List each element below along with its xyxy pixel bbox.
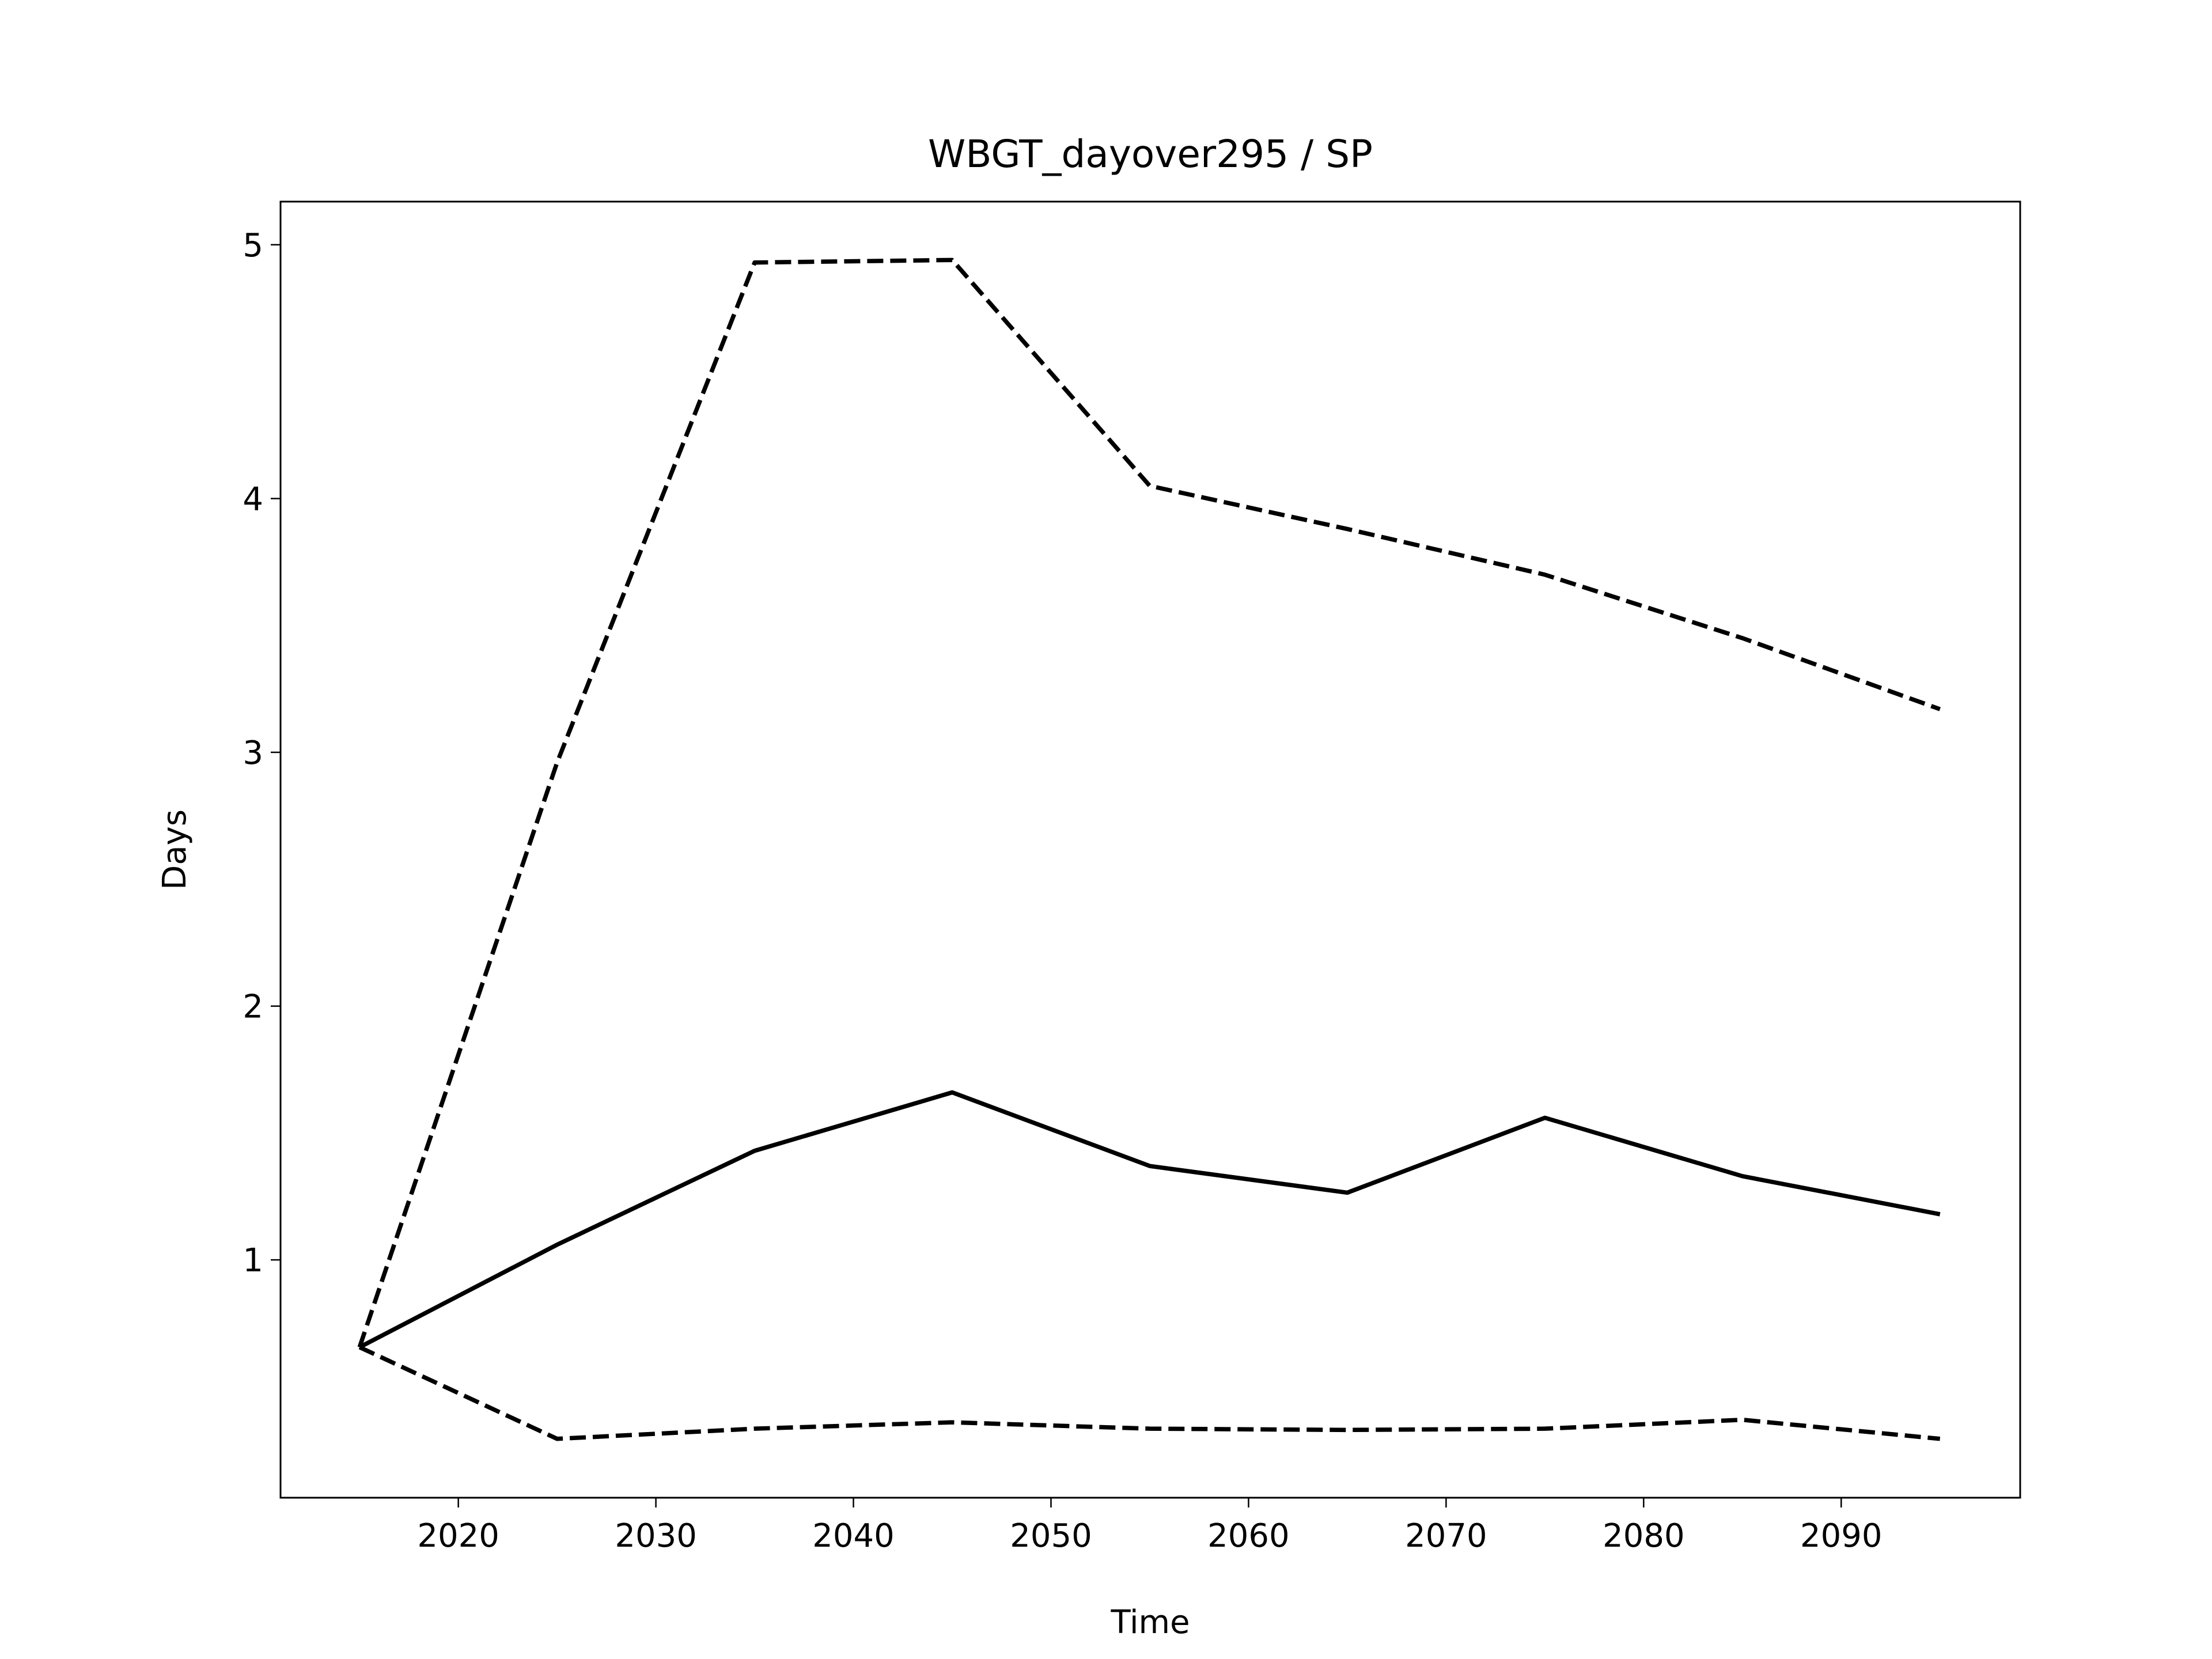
y-tick-label: 5	[243, 227, 263, 264]
y-tick-label: 4	[243, 480, 263, 518]
x-tick-label: 2070	[1405, 1517, 1487, 1555]
x-tick-label: 2050	[1010, 1517, 1092, 1555]
x-tick-label: 2030	[615, 1517, 697, 1555]
x-tick-label: 2090	[1800, 1517, 1883, 1555]
y-tick-label: 3	[243, 734, 263, 772]
series-line	[357, 257, 1941, 1348]
y-tick-label: 1	[243, 1242, 263, 1279]
x-tick-label: 2060	[1207, 1517, 1290, 1555]
x-tick-label: 2040	[812, 1517, 895, 1555]
series-line	[358, 1345, 1941, 1441]
chart-title: WBGT_dayover295 / SP	[928, 132, 1373, 176]
x-axis-label: Time	[1110, 1604, 1190, 1641]
y-axis-label: Days	[156, 809, 194, 890]
y-tick-label: 2	[243, 988, 263, 1026]
series-line	[358, 1090, 1941, 1350]
x-tick-label: 2080	[1603, 1517, 1685, 1555]
x-tick-label: 2020	[417, 1517, 499, 1555]
plot-frame	[279, 200, 2021, 1499]
